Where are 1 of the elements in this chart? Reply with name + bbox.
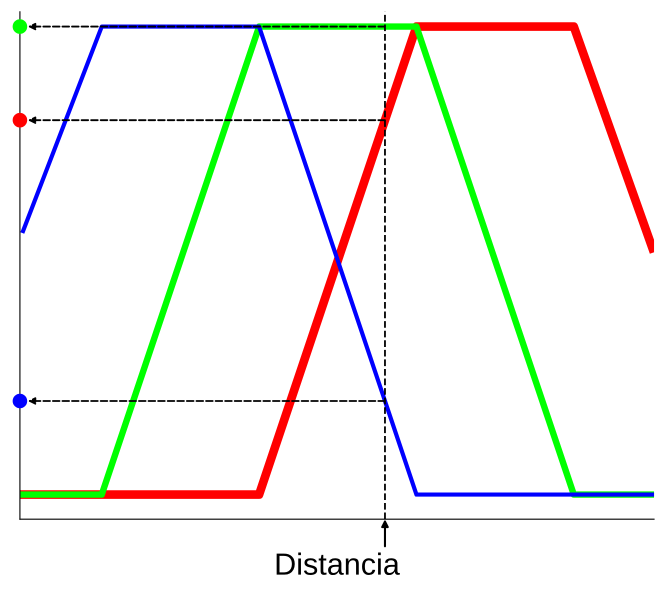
x-axis-title: Distancia	[276, 552, 400, 575]
